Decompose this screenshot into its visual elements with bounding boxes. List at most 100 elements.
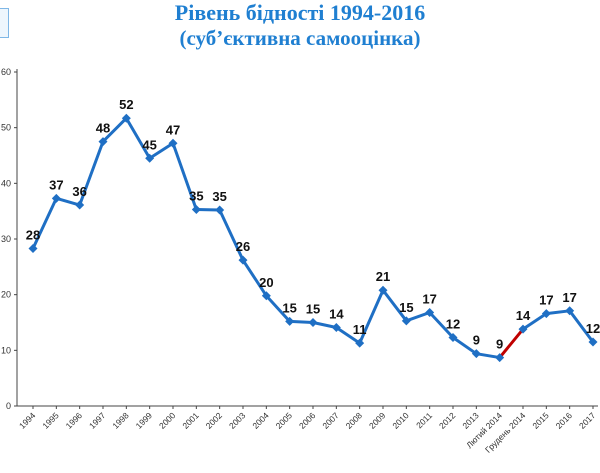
data-label: 28 [26,227,40,242]
series-line-segment [521,312,548,331]
series-line-segment [568,309,595,344]
data-label: 35 [189,188,203,203]
data-label: 9 [496,337,503,352]
data-point-marker [215,205,225,215]
data-point-marker [518,324,528,334]
x-tick-label: 2017 [577,410,598,431]
data-point-marker [75,200,85,210]
data-label: 11 [353,322,367,337]
x-tick-label: 2004 [250,410,271,431]
data-point-marker [588,337,598,347]
y-tick-label: 50 [1,123,11,133]
y-tick-label: 40 [1,178,11,188]
x-tick-label: 2006 [297,410,318,431]
data-label: 14 [516,308,531,323]
x-tick-label: 2005 [274,410,295,431]
series-line-segment [428,310,455,340]
series-line-segment [474,352,502,360]
data-point-marker [121,113,131,123]
data-point-marker [541,309,551,319]
data-point-marker [331,323,341,333]
data-label: 47 [166,122,180,137]
data-point-marker [28,243,38,253]
data-point-marker [448,333,458,343]
data-point-marker [145,153,155,163]
x-tick-label: 2007 [320,410,341,431]
x-tick-label: 2011 [414,410,434,430]
series-line-segment [171,141,198,211]
data-label: 26 [236,239,250,254]
data-label: 15 [306,302,320,317]
data-label: 9 [473,333,480,348]
x-tick-label: 1998 [110,410,131,431]
y-tick-label: 10 [1,345,11,355]
x-tick-label: 2008 [344,410,365,431]
data-point-marker [378,285,388,295]
data-point-marker [238,255,248,265]
x-tick-label: 2015 [530,410,551,431]
x-tick-label: 1999 [134,410,155,431]
series-line-segment [148,141,175,160]
data-point-marker [495,353,505,363]
x-tick-label: 1996 [64,410,85,431]
data-label: 14 [329,307,344,322]
data-point-marker [355,338,365,348]
data-label: 15 [399,300,413,315]
data-point-marker [98,137,108,147]
data-point-marker [308,318,318,327]
x-tick-label: 2012 [437,410,458,431]
data-label: 37 [49,177,63,192]
chart-subtitle: (суб’єктивна самооцінка) [179,26,421,50]
series-line-segment [124,116,152,160]
data-point-marker [401,316,411,326]
data-label: 15 [282,300,296,315]
highlight-line-segment [498,327,525,360]
data-label: 17 [562,290,576,305]
series-line-segment [451,336,478,356]
data-point-marker [285,316,295,326]
y-tick-label: 60 [1,67,11,77]
chart-title: Рівень бідності 1994-2016 [174,0,426,25]
data-label: 21 [376,269,390,284]
data-label: 52 [119,97,133,112]
corner-tab-icon [0,8,9,38]
series-line-segment [101,116,128,144]
data-label: 12 [446,317,460,332]
series-line-segment [54,196,82,207]
x-tick-label: 2013 [460,410,481,431]
series-line-segment [404,310,432,323]
series-line-segment [78,140,105,207]
x-tick-label: 2003 [227,410,248,431]
series-line-segment [218,208,245,262]
title-block: Рівень бідності 1994-2016 (суб’єктивна с… [0,0,600,51]
series-line-segment [381,288,408,323]
data-label: 17 [422,291,436,306]
x-tick-label: 1994 [17,410,38,431]
data-point-marker [261,291,271,301]
x-tick-label: 1995 [40,410,61,431]
y-tick-label: 30 [1,234,11,244]
y-tick-label: 0 [6,401,11,411]
data-point-marker [471,349,481,359]
x-tick-label: 2001 [180,410,201,431]
data-label: 17 [539,293,553,308]
x-tick-label: 2000 [157,410,178,431]
series-line-segment [31,196,58,250]
data-point-marker [191,204,201,214]
data-label: 36 [72,184,86,199]
data-point-marker [51,193,61,203]
series-line-segment [334,326,362,345]
data-label: 35 [212,189,226,204]
data-point-marker [565,306,575,316]
x-tick-label: 2009 [367,410,388,431]
data-label: 12 [586,321,600,336]
series-line-segment [311,321,338,330]
y-tick-label: 20 [1,290,11,300]
series-line-segment [264,294,292,323]
x-tick-label: 2016 [554,410,575,431]
x-tick-label: 2002 [204,410,225,431]
x-tick-label: 1997 [87,410,108,431]
data-label: 20 [259,275,273,290]
series-line-segment [358,288,385,345]
